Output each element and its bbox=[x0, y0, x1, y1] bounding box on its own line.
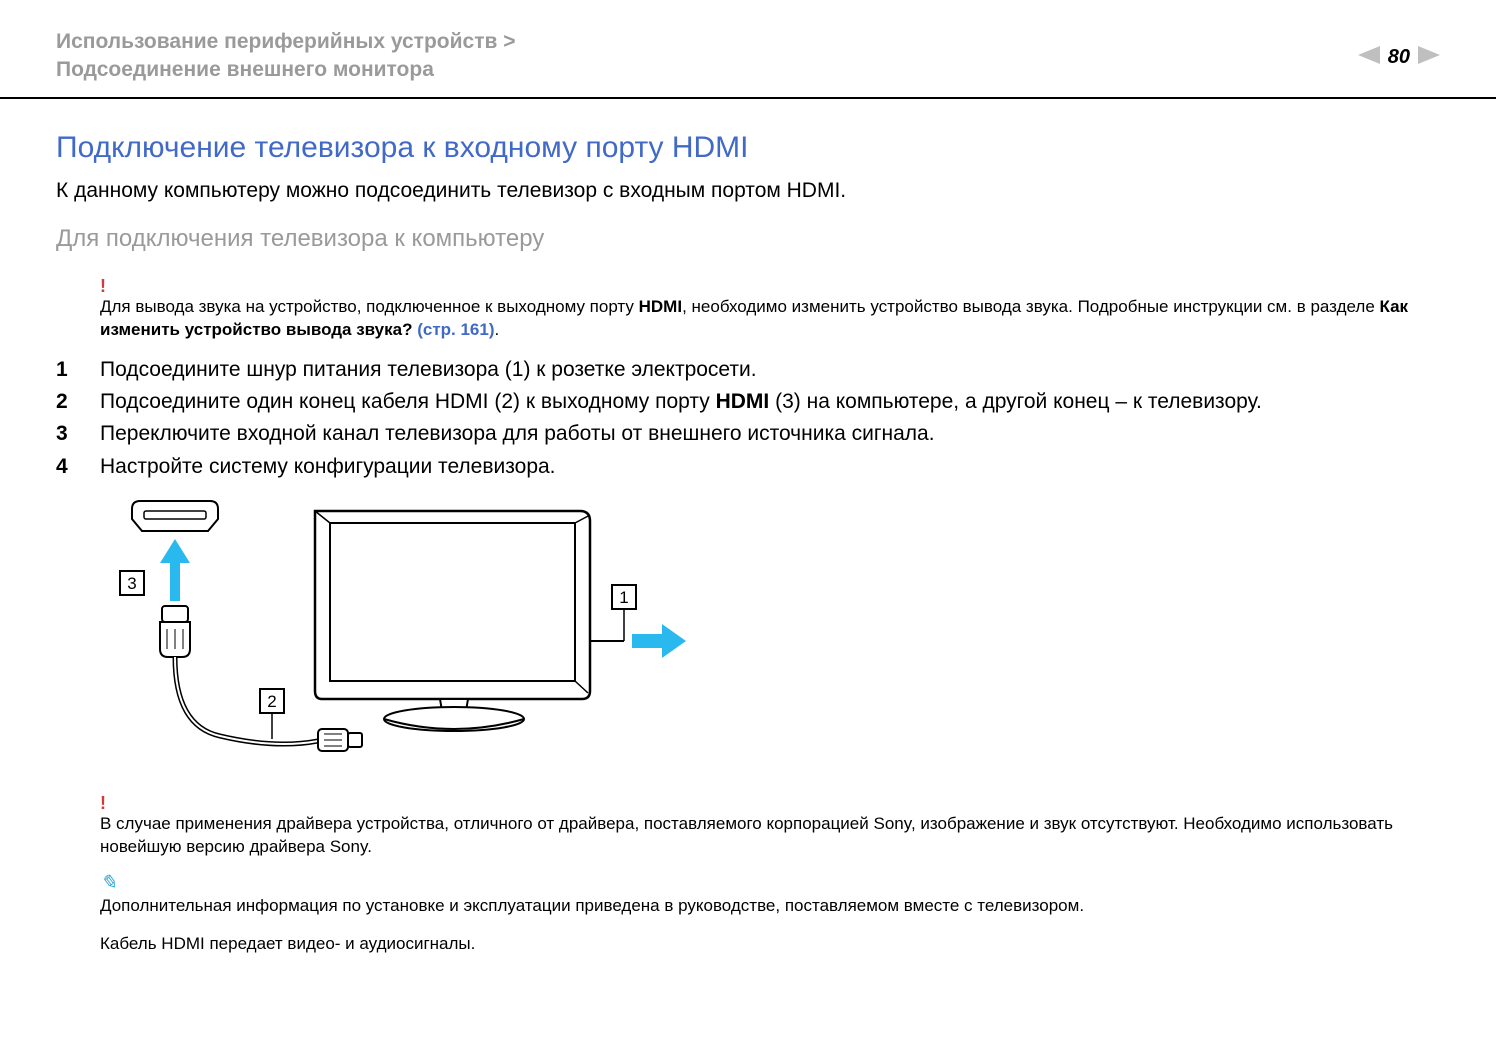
page-title: Подключение телевизора к входному порту … bbox=[56, 131, 1440, 165]
breadcrumb-line1: Использование периферийных устройств > bbox=[56, 28, 516, 56]
warning-text-2: В случае применения драйвера устройства,… bbox=[100, 813, 1440, 859]
step-4: Настройте систему конфигурации телевизор… bbox=[56, 453, 1440, 481]
breadcrumb: Использование периферийных устройств > П… bbox=[56, 28, 516, 85]
hdmi-port-icon bbox=[132, 501, 218, 531]
arrow-right-icon bbox=[632, 624, 686, 658]
callout-3: 3 bbox=[120, 571, 144, 595]
steps-list: Подсоедините шнур питания телевизора (1)… bbox=[56, 356, 1440, 481]
warning-icon-2: ! bbox=[100, 794, 1440, 812]
arrow-up-icon bbox=[160, 539, 190, 601]
page-header: Использование периферийных устройств > П… bbox=[0, 0, 1496, 97]
step2-bold: HDMI bbox=[716, 390, 770, 413]
note-text: Дополнительная информация по установке и… bbox=[100, 895, 1440, 918]
warn1-link[interactable]: (стр. 161) bbox=[417, 320, 494, 339]
warn1-end: . bbox=[495, 320, 500, 339]
prev-page-arrow-icon[interactable] bbox=[1358, 46, 1380, 69]
pager: 80 bbox=[1358, 28, 1440, 69]
step2-post: (3) на компьютере, а другой конец – к те… bbox=[769, 390, 1262, 413]
intro-text: К данному компьютеру можно подсоединить … bbox=[56, 179, 1440, 203]
page-content: Подключение телевизора к входному порту … bbox=[0, 99, 1496, 954]
step3-pre: Переключите входной канал телевизора для… bbox=[100, 422, 935, 445]
warn1-mid: , необходимо изменить устройство вывода … bbox=[682, 297, 1379, 316]
page-number: 80 bbox=[1388, 46, 1410, 69]
warning-block-2: ! В случае применения драйвера устройств… bbox=[56, 794, 1440, 859]
next-page-arrow-icon[interactable] bbox=[1418, 46, 1440, 69]
step-3: Переключите входной канал телевизора для… bbox=[56, 420, 1440, 448]
callout-1: 1 bbox=[612, 585, 636, 609]
tv-icon bbox=[315, 511, 590, 731]
warn1-pre: Для вывода звука на устройство, подключе… bbox=[100, 297, 639, 316]
hdmi-plug2-icon bbox=[318, 729, 362, 751]
warning-icon: ! bbox=[100, 277, 1440, 295]
breadcrumb-line2: Подсоединение внешнего монитора bbox=[56, 56, 516, 84]
step-2: Подсоедините один конец кабеля HDMI (2) … bbox=[56, 388, 1440, 416]
svg-text:1: 1 bbox=[619, 588, 628, 607]
warn1-bold1: HDMI bbox=[639, 297, 682, 316]
step4-pre: Настройте систему конфигурации телевизор… bbox=[100, 455, 556, 478]
step-1: Подсоедините шнур питания телевизора (1)… bbox=[56, 356, 1440, 384]
step1-pre: Подсоедините шнур питания телевизора (1)… bbox=[100, 358, 757, 381]
svg-text:2: 2 bbox=[267, 692, 276, 711]
svg-text:3: 3 bbox=[127, 574, 136, 593]
warning-text-1: Для вывода звука на устройство, подключе… bbox=[100, 296, 1440, 342]
final-note: Кабель HDMI передает видео- и аудиосигна… bbox=[56, 934, 1440, 954]
note-pencil-icon: ✎ bbox=[100, 873, 1440, 893]
callout-2: 2 bbox=[260, 689, 284, 739]
warning-block-1: ! Для вывода звука на устройство, подклю… bbox=[56, 277, 1440, 342]
note-block: ✎ Дополнительная информация по установке… bbox=[56, 873, 1440, 918]
connection-diagram: 3 2 bbox=[56, 491, 1440, 776]
step2-pre: Подсоедините один конец кабеля HDMI (2) … bbox=[100, 390, 716, 413]
hdmi-plug-icon bbox=[160, 606, 190, 657]
section-subtitle: Для подключения телевизора к компьютеру bbox=[56, 225, 1440, 253]
